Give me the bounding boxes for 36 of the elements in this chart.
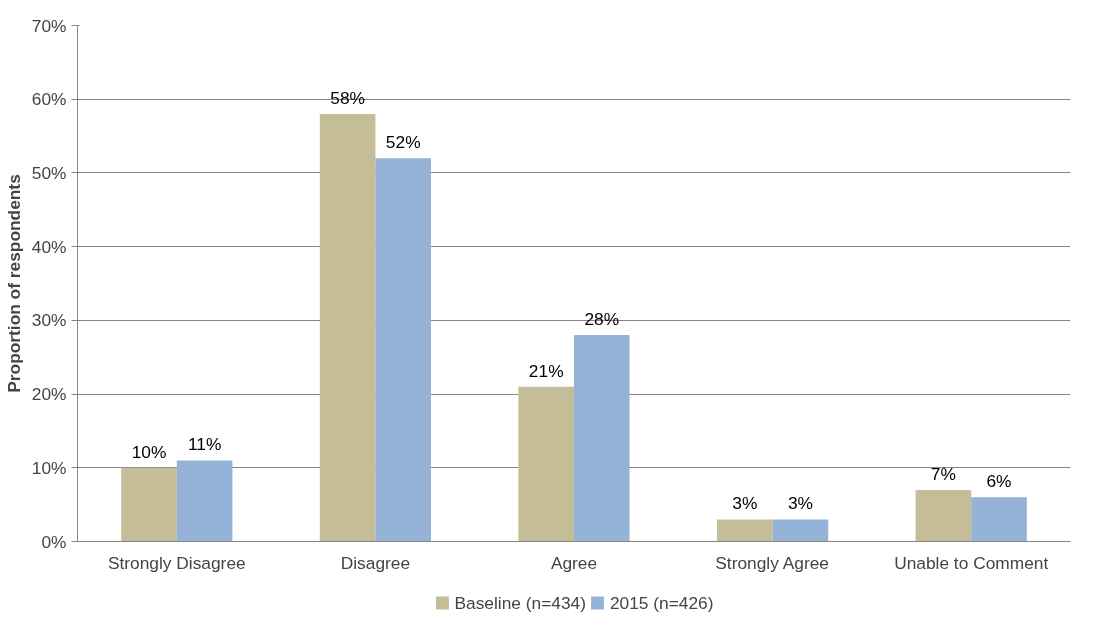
y-tick-label: 40% [31, 236, 67, 257]
y-axis-title: Proportion of respondents [3, 174, 24, 393]
data-label: 28% [584, 309, 620, 330]
legend-label: 2015 (n=426) [609, 592, 714, 613]
bar [176, 460, 233, 542]
y-tick-label: 0% [41, 531, 67, 552]
x-tick-label: Unable to Comment [894, 552, 1049, 573]
data-label: 10% [131, 441, 167, 462]
bar [319, 113, 376, 542]
x-tick-label: Strongly Agree [715, 552, 829, 573]
bar [121, 467, 177, 542]
bar [375, 158, 432, 542]
bar [518, 386, 574, 542]
data-label: 7% [930, 463, 956, 484]
data-label: 6% [986, 471, 1012, 492]
legend-label: Baseline (n=434) [454, 592, 586, 613]
y-tick-label: 50% [31, 162, 67, 183]
y-tick-label: 20% [31, 384, 67, 405]
bar [574, 335, 630, 542]
bar [716, 519, 773, 542]
data-label: 21% [528, 360, 564, 381]
data-label: 3% [732, 493, 758, 514]
data-label: 11% [187, 434, 222, 455]
bar [772, 519, 829, 542]
x-tick-label: Strongly Disagree [107, 552, 246, 573]
data-label: 3% [787, 493, 813, 514]
data-label: 52% [385, 132, 421, 153]
y-tick-label: 30% [31, 310, 67, 331]
x-tick-label: Agree [550, 552, 598, 573]
y-tick-label: 60% [31, 89, 67, 110]
bar [915, 489, 972, 542]
y-tick-label: 10% [31, 457, 67, 478]
data-label: 58% [330, 87, 365, 108]
bar [971, 497, 1027, 542]
y-tick-label: 70% [31, 15, 67, 36]
x-tick-label: Disagree [340, 552, 411, 573]
